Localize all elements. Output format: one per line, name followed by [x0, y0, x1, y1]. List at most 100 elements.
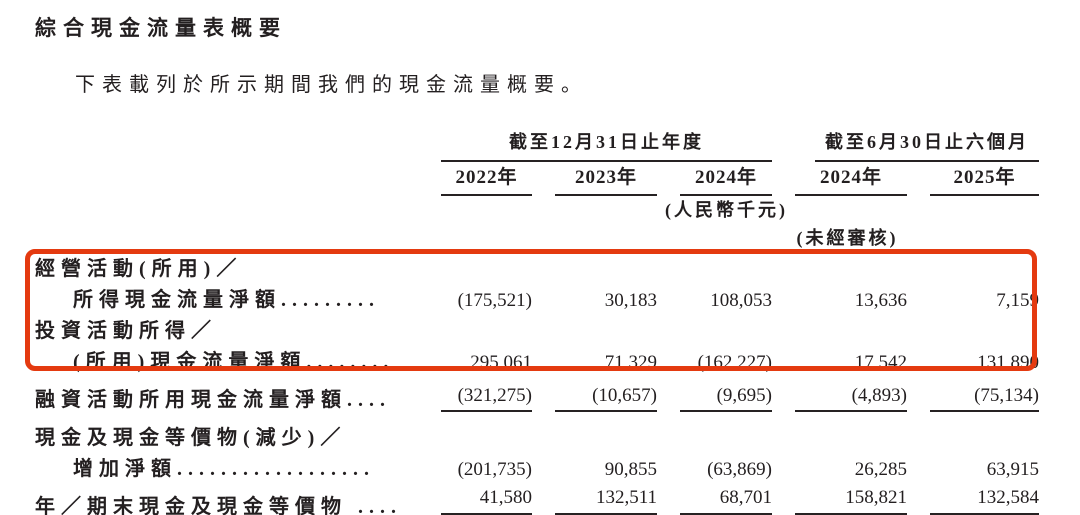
value-cell: (175,521) [457, 290, 532, 311]
value-cell: 71,329 [604, 352, 657, 373]
cash-flow-table: 截至12月31日止年度 截至6月30日止六個月 2022年 2023年 2024… [35, 128, 1047, 515]
value-cell: 108,053 [710, 290, 772, 311]
unit-note-row: (人民幣千元) [35, 196, 1047, 224]
year-header-row: 2022年 2023年 2024年 2024年 2025年 [35, 162, 1047, 196]
value-double-underlined: 68,701 [680, 487, 772, 515]
spacer-cell [35, 128, 437, 162]
value-cell: 41,580 [437, 483, 540, 515]
value-cell: 13,636 [854, 290, 907, 311]
value-cell: (162,227) [697, 352, 772, 373]
value-cell: 30,183 [604, 290, 657, 311]
row-label: 年／期末現金及現金等價物 .... [35, 496, 402, 515]
spacer-cell [437, 224, 540, 252]
spacer-cell [665, 414, 780, 452]
spacer-cell [540, 224, 665, 252]
table-row: 現金及現金等價物(減少)／ [35, 414, 1047, 452]
row-label: 現金及現金等價物(減少)／ [35, 427, 347, 449]
row-label: 經營活動(所用)／ [35, 258, 243, 280]
year-header-2024: 2024年 [680, 162, 772, 196]
spacer-cell [437, 414, 540, 452]
value-cell: (9,695) [665, 376, 780, 414]
column-group-annual-cell: 截至12月31日止年度 [437, 128, 780, 162]
value-cell: 90,855 [604, 459, 657, 480]
spacer-cell [915, 252, 1047, 283]
spacer-cell [540, 414, 665, 452]
value-underlined: (10,657) [555, 385, 657, 412]
page-title: 綜合現金流量表概要 [35, 16, 287, 40]
row-label: (所用)現金流量淨額........ [73, 351, 395, 373]
year-header-cell: 2025年 [915, 162, 1047, 196]
value-underlined: (75,134) [930, 385, 1039, 412]
spacer-cell [915, 224, 1047, 252]
value-cell: 68,701 [665, 483, 780, 515]
value-cell: 131,890 [977, 352, 1039, 373]
value-cell: 7,159 [996, 290, 1039, 311]
spacer-cell [780, 196, 915, 224]
spacer-cell [780, 414, 915, 452]
spacer-cell [915, 314, 1047, 345]
table-row: 融資活動所用現金流量淨額.... (321,275) (10,657) (9,6… [35, 376, 1047, 414]
table-row: 經營活動(所用)／ [35, 252, 1047, 283]
year-header-2023: 2023年 [555, 162, 657, 196]
value-cell: (10,657) [540, 376, 665, 414]
year-header-cell: 2024年 [665, 162, 780, 196]
value-cell: 17,542 [854, 352, 907, 373]
spacer-cell [780, 314, 915, 345]
value-cell: (4,893) [780, 376, 915, 414]
row-label: 增加淨額.................. [73, 458, 375, 480]
spacer-cell [437, 196, 540, 224]
value-underlined: (4,893) [795, 385, 907, 412]
value-cell: (75,134) [915, 376, 1047, 414]
spacer-cell [35, 196, 437, 224]
spacer-cell [915, 196, 1047, 224]
year-header-cell: 2024年 [780, 162, 915, 196]
table-row: 所得現金流量淨額......... (175,521) 30,183 108,0… [35, 283, 1047, 314]
spacer-cell [437, 252, 540, 283]
spacer-cell [540, 196, 665, 224]
value-cell: 158,821 [780, 483, 915, 515]
row-label: 投資活動所得／ [35, 320, 217, 342]
year-header-2024-interim: 2024年 [795, 162, 907, 196]
value-cell: (201,735) [457, 459, 532, 480]
column-group-header-row: 截至12月31日止年度 截至6月30日止六個月 [35, 128, 1047, 162]
spacer-cell [540, 252, 665, 283]
value-double-underlined: 158,821 [795, 487, 907, 515]
row-label: 融資活動所用現金流量淨額.... [35, 389, 391, 411]
value-cell: 63,915 [986, 459, 1039, 480]
value-double-underlined: 132,584 [930, 487, 1039, 515]
year-header-cell: 2022年 [437, 162, 540, 196]
spacer-cell [665, 224, 780, 252]
table-row: 年／期末現金及現金等價物 .... 41,580 132,511 68,701 … [35, 483, 1047, 515]
value-cell: 132,584 [915, 483, 1047, 515]
unaudited-note: (未經審核) [796, 228, 899, 248]
spacer-cell [35, 162, 437, 196]
value-cell: (321,275) [437, 376, 540, 414]
table-row: 增加淨額.................. (201,735) 90,855 … [35, 452, 1047, 483]
year-header-2025: 2025年 [930, 162, 1039, 196]
spacer-cell [665, 252, 780, 283]
spacer-cell [665, 314, 780, 345]
value-cell: 26,285 [854, 459, 907, 480]
value-cell: 295,061 [470, 352, 532, 373]
value-underlined: (9,695) [680, 385, 772, 412]
unaudited-note-row: (未經審核) [35, 224, 1047, 252]
column-group-interim: 截至6月30日止六個月 [815, 128, 1039, 162]
spacer-cell [540, 314, 665, 345]
value-underlined: (321,275) [441, 385, 532, 412]
spacer-cell [780, 252, 915, 283]
value-double-underlined: 41,580 [441, 487, 532, 515]
value-cell: 132,511 [540, 483, 665, 515]
spacer-cell [437, 314, 540, 345]
column-group-interim-cell: 截至6月30日止六個月 [780, 128, 1047, 162]
table-row: (所用)現金流量淨額........ 295,061 71,329 (162,2… [35, 345, 1047, 376]
year-header-cell: 2023年 [540, 162, 665, 196]
value-cell: (63,869) [707, 459, 772, 480]
table-row: 投資活動所得／ [35, 314, 1047, 345]
value-double-underlined: 132,511 [555, 487, 657, 515]
currency-unit-note: (人民幣千元) [665, 200, 788, 220]
spacer-cell [35, 224, 437, 252]
year-header-2022: 2022年 [441, 162, 532, 196]
intro-text: 下表載列於所示期間我們的現金流量概要。 [75, 74, 588, 96]
column-group-annual: 截至12月31日止年度 [441, 128, 772, 162]
